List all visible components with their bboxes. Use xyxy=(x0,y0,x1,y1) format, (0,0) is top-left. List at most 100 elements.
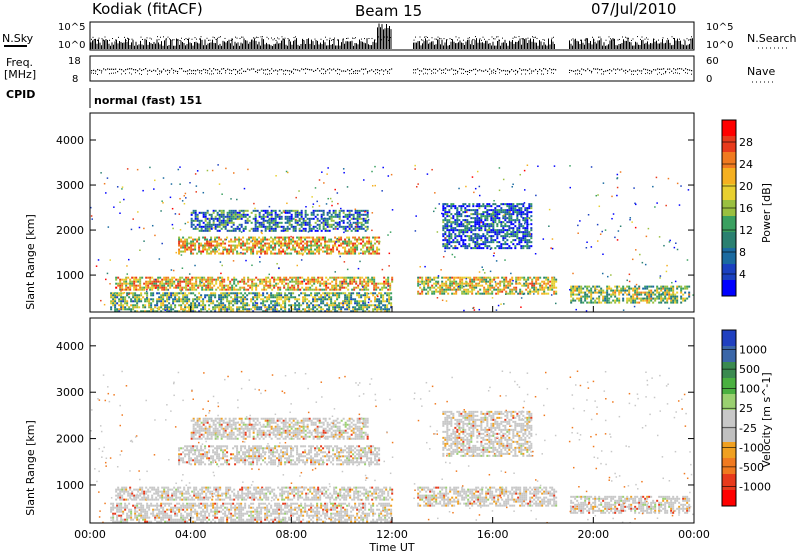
freq-dot xyxy=(171,68,173,70)
heatmap-cell xyxy=(304,310,307,313)
heatmap-cell xyxy=(474,213,477,216)
heatmap-cell xyxy=(529,282,532,285)
heatmap-cell xyxy=(368,298,371,301)
heatmap-cell xyxy=(508,207,511,210)
heatmap-cell xyxy=(250,240,253,243)
heatmap-cell xyxy=(460,213,463,216)
heatmap-cell xyxy=(368,246,371,249)
heatmap-cell xyxy=(478,243,481,246)
heatmap-cell xyxy=(514,221,517,224)
heatmap-cell xyxy=(195,288,198,291)
heatmap-cell xyxy=(302,240,305,243)
heatmap-cell xyxy=(254,213,257,216)
heatmap-cell xyxy=(116,302,119,305)
heatmap-cell xyxy=(348,244,351,247)
heatmap-cell xyxy=(446,223,449,226)
heatmap-cell xyxy=(602,297,605,300)
heatmap-cell xyxy=(444,231,447,234)
heatmap-cell xyxy=(359,282,362,285)
nsearch-dot xyxy=(236,37,238,39)
freq-dot xyxy=(627,70,629,73)
heatmap-cell xyxy=(500,247,503,250)
heatmap-cell xyxy=(264,209,267,212)
heatmap-cell xyxy=(198,310,201,313)
heatmap-cell xyxy=(244,215,247,218)
heatmap-cell xyxy=(458,231,461,234)
heatmap-cell xyxy=(328,244,331,247)
heatmap-cell xyxy=(506,203,509,206)
heatmap-cell xyxy=(285,288,288,291)
heatmap-cell xyxy=(232,310,235,313)
freq-dot xyxy=(257,69,259,71)
nave-dot xyxy=(495,73,496,75)
heatmap-cell xyxy=(221,278,224,281)
heatmap-cell xyxy=(486,237,489,240)
heatmap-cell xyxy=(380,294,383,297)
heatmap-cell xyxy=(526,241,529,244)
heatmap-cell xyxy=(266,308,269,311)
heatmap-cell xyxy=(346,242,349,245)
heatmap-cell xyxy=(300,221,303,224)
heatmap-cell xyxy=(190,221,193,224)
heatmap-cell xyxy=(308,229,311,232)
heatmap-cell xyxy=(182,292,185,295)
heatmap-cell xyxy=(233,276,236,279)
heatmap-cell xyxy=(310,302,313,305)
heatmap-cell xyxy=(214,310,217,313)
heatmap-cell xyxy=(192,248,195,251)
heatmap-cell xyxy=(293,286,296,289)
heatmap-cell xyxy=(276,298,279,301)
heatmap-cell xyxy=(322,308,325,311)
nsearch-dot xyxy=(389,37,391,39)
freq-dot xyxy=(541,70,543,72)
heatmap-cell xyxy=(511,278,514,281)
heatmap-cell xyxy=(348,300,351,303)
heatmap-cell xyxy=(268,308,271,311)
heatmap-cell xyxy=(236,306,239,309)
heatmap-cell xyxy=(340,308,343,311)
heatmap-cell xyxy=(588,291,591,294)
nsearch-dot xyxy=(455,36,457,38)
heatmap-cell xyxy=(362,213,365,216)
heatmap-cell xyxy=(489,278,492,281)
heatmap-cell xyxy=(594,289,597,292)
heatmap-cell xyxy=(312,304,315,307)
heatmap-cell xyxy=(476,219,479,222)
nave-dot xyxy=(265,73,266,75)
heatmap-cell xyxy=(244,252,247,255)
freq-dot xyxy=(179,68,181,70)
heatmap-cell xyxy=(473,280,476,283)
heatmap-cell xyxy=(475,282,478,285)
heatmap-cell xyxy=(262,294,265,297)
heatmap-cell xyxy=(316,298,319,301)
heatmap-cell xyxy=(290,219,293,222)
heatmap-cell xyxy=(286,244,289,247)
heatmap-cell xyxy=(498,241,501,244)
heatmap-cell xyxy=(220,219,223,222)
heatmap-cell xyxy=(509,278,512,281)
heatmap-cell xyxy=(342,252,345,255)
heatmap-cell xyxy=(427,280,430,283)
heatmap-cell xyxy=(259,282,262,285)
freq-dot xyxy=(463,68,465,71)
heatmap-cell xyxy=(153,278,156,281)
heatmap-cell xyxy=(352,298,355,301)
heatmap-cell xyxy=(192,292,195,295)
heatmap-cell xyxy=(232,209,235,212)
heatmap-cell xyxy=(270,296,273,299)
heatmap-cell xyxy=(139,286,142,289)
freq-dot xyxy=(527,69,529,72)
heatmap-cell xyxy=(139,282,142,285)
heatmap-cell xyxy=(278,298,281,301)
heatmap-cell xyxy=(530,227,533,230)
heatmap-cell xyxy=(262,221,265,224)
heatmap-cell xyxy=(240,225,243,228)
heatmap-cell xyxy=(465,284,468,287)
heatmap-cell xyxy=(272,248,275,251)
freq-dot xyxy=(291,70,293,72)
heatmap-cell xyxy=(464,247,467,250)
freq-dot xyxy=(647,69,649,71)
heatmap-cell xyxy=(174,296,177,299)
heatmap-cell xyxy=(285,282,288,285)
